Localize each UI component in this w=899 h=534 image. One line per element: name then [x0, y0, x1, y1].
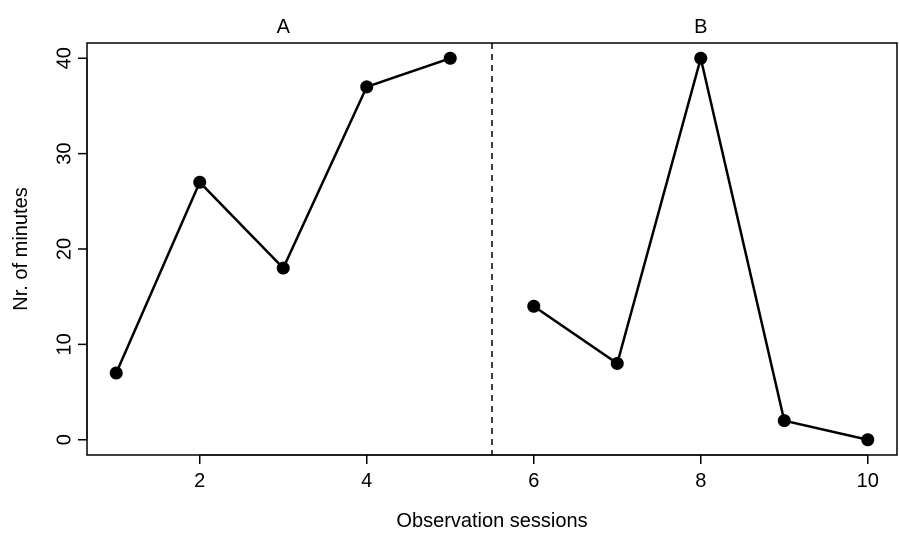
y-tick-label: 40	[53, 47, 75, 69]
x-axis-label: Observation sessions	[396, 510, 587, 532]
y-tick-label: 20	[53, 238, 75, 260]
data-point	[109, 366, 123, 380]
series-B: B	[527, 16, 875, 447]
data-point	[861, 433, 875, 447]
x-tick-label: 10	[857, 470, 879, 492]
data-point	[694, 51, 708, 65]
phase-label: A	[277, 16, 291, 38]
x-tick-label: 8	[695, 470, 706, 492]
phase-label: B	[694, 16, 707, 38]
data-point	[777, 414, 791, 428]
data-point	[360, 80, 374, 94]
series-line-A	[115, 57, 451, 374]
x-tick-label: 6	[528, 470, 539, 492]
y-tick-label: 10	[53, 333, 75, 355]
y-tick-label: 30	[53, 143, 75, 165]
y-tick-label: 0	[53, 434, 75, 445]
data-point	[276, 261, 290, 275]
series-line-B	[533, 57, 869, 441]
x-tick-label: 4	[361, 470, 372, 492]
y-axis-label: Nr. of minutes	[10, 187, 32, 310]
data-point	[443, 51, 457, 65]
plot-border	[86, 42, 898, 456]
data-point	[193, 175, 207, 189]
axis-layer: 2 4 6 8 10 0 10 20 30 40	[53, 47, 879, 492]
series-A: A	[109, 16, 457, 380]
data-point	[610, 356, 624, 370]
x-tick-label: 2	[194, 470, 205, 492]
plot-frame-layer	[86, 42, 898, 456]
data-point	[527, 299, 541, 313]
